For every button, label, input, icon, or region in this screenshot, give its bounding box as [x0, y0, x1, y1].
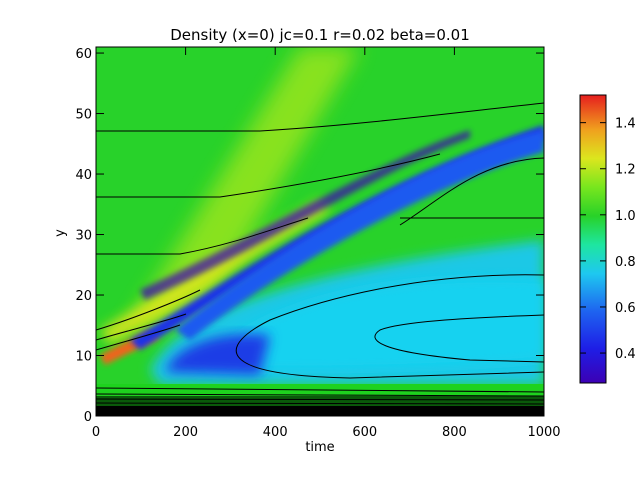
y-tick-label: 10	[75, 350, 92, 365]
x-tick-label: 0	[92, 425, 100, 440]
y-tick-label: 50	[75, 108, 92, 123]
colorbar-tick-label: 1.2	[615, 163, 636, 178]
colorbar-tick-label: 1.4	[615, 117, 636, 132]
x-tick-label: 800	[442, 425, 467, 440]
y-tick-label: 20	[75, 289, 92, 304]
x-tick-label: 400	[263, 425, 288, 440]
y-tick-label: 0	[84, 410, 92, 425]
x-axis: 0 200 400 600 800 1000	[92, 47, 561, 440]
x-tick-label: 600	[352, 425, 377, 440]
colorbar-tick-label: 0.4	[615, 347, 636, 362]
colorbar-gradient	[580, 95, 606, 383]
x-tick-label: 1000	[527, 425, 560, 440]
y-axis: 0 10 20 30 40 50 60	[75, 47, 544, 425]
x-tick-label: 200	[173, 425, 198, 440]
heatmap-field	[96, 47, 544, 416]
colorbar-tick-label: 1.0	[615, 209, 636, 224]
colorbar-ticks: 0.4 0.6 0.8 1.0 1.2 1.4	[580, 117, 636, 362]
colorbar-tick-label: 0.8	[615, 255, 636, 270]
y-tick-label: 60	[75, 47, 92, 62]
colorbar: 0.4 0.6 0.8 1.0 1.2 1.4	[579, 94, 636, 384]
x-axis-label: time	[305, 440, 334, 455]
y-tick-label: 40	[75, 168, 92, 183]
y-tick-label: 30	[75, 229, 92, 244]
chart-title: Density (x=0) jc=0.1 r=0.02 beta=0.01	[170, 26, 470, 44]
y-axis-label: y	[53, 229, 68, 237]
colorbar-tick-label: 0.6	[615, 301, 636, 316]
plot-frame	[95, 46, 545, 417]
contour-lines	[96, 102, 544, 405]
